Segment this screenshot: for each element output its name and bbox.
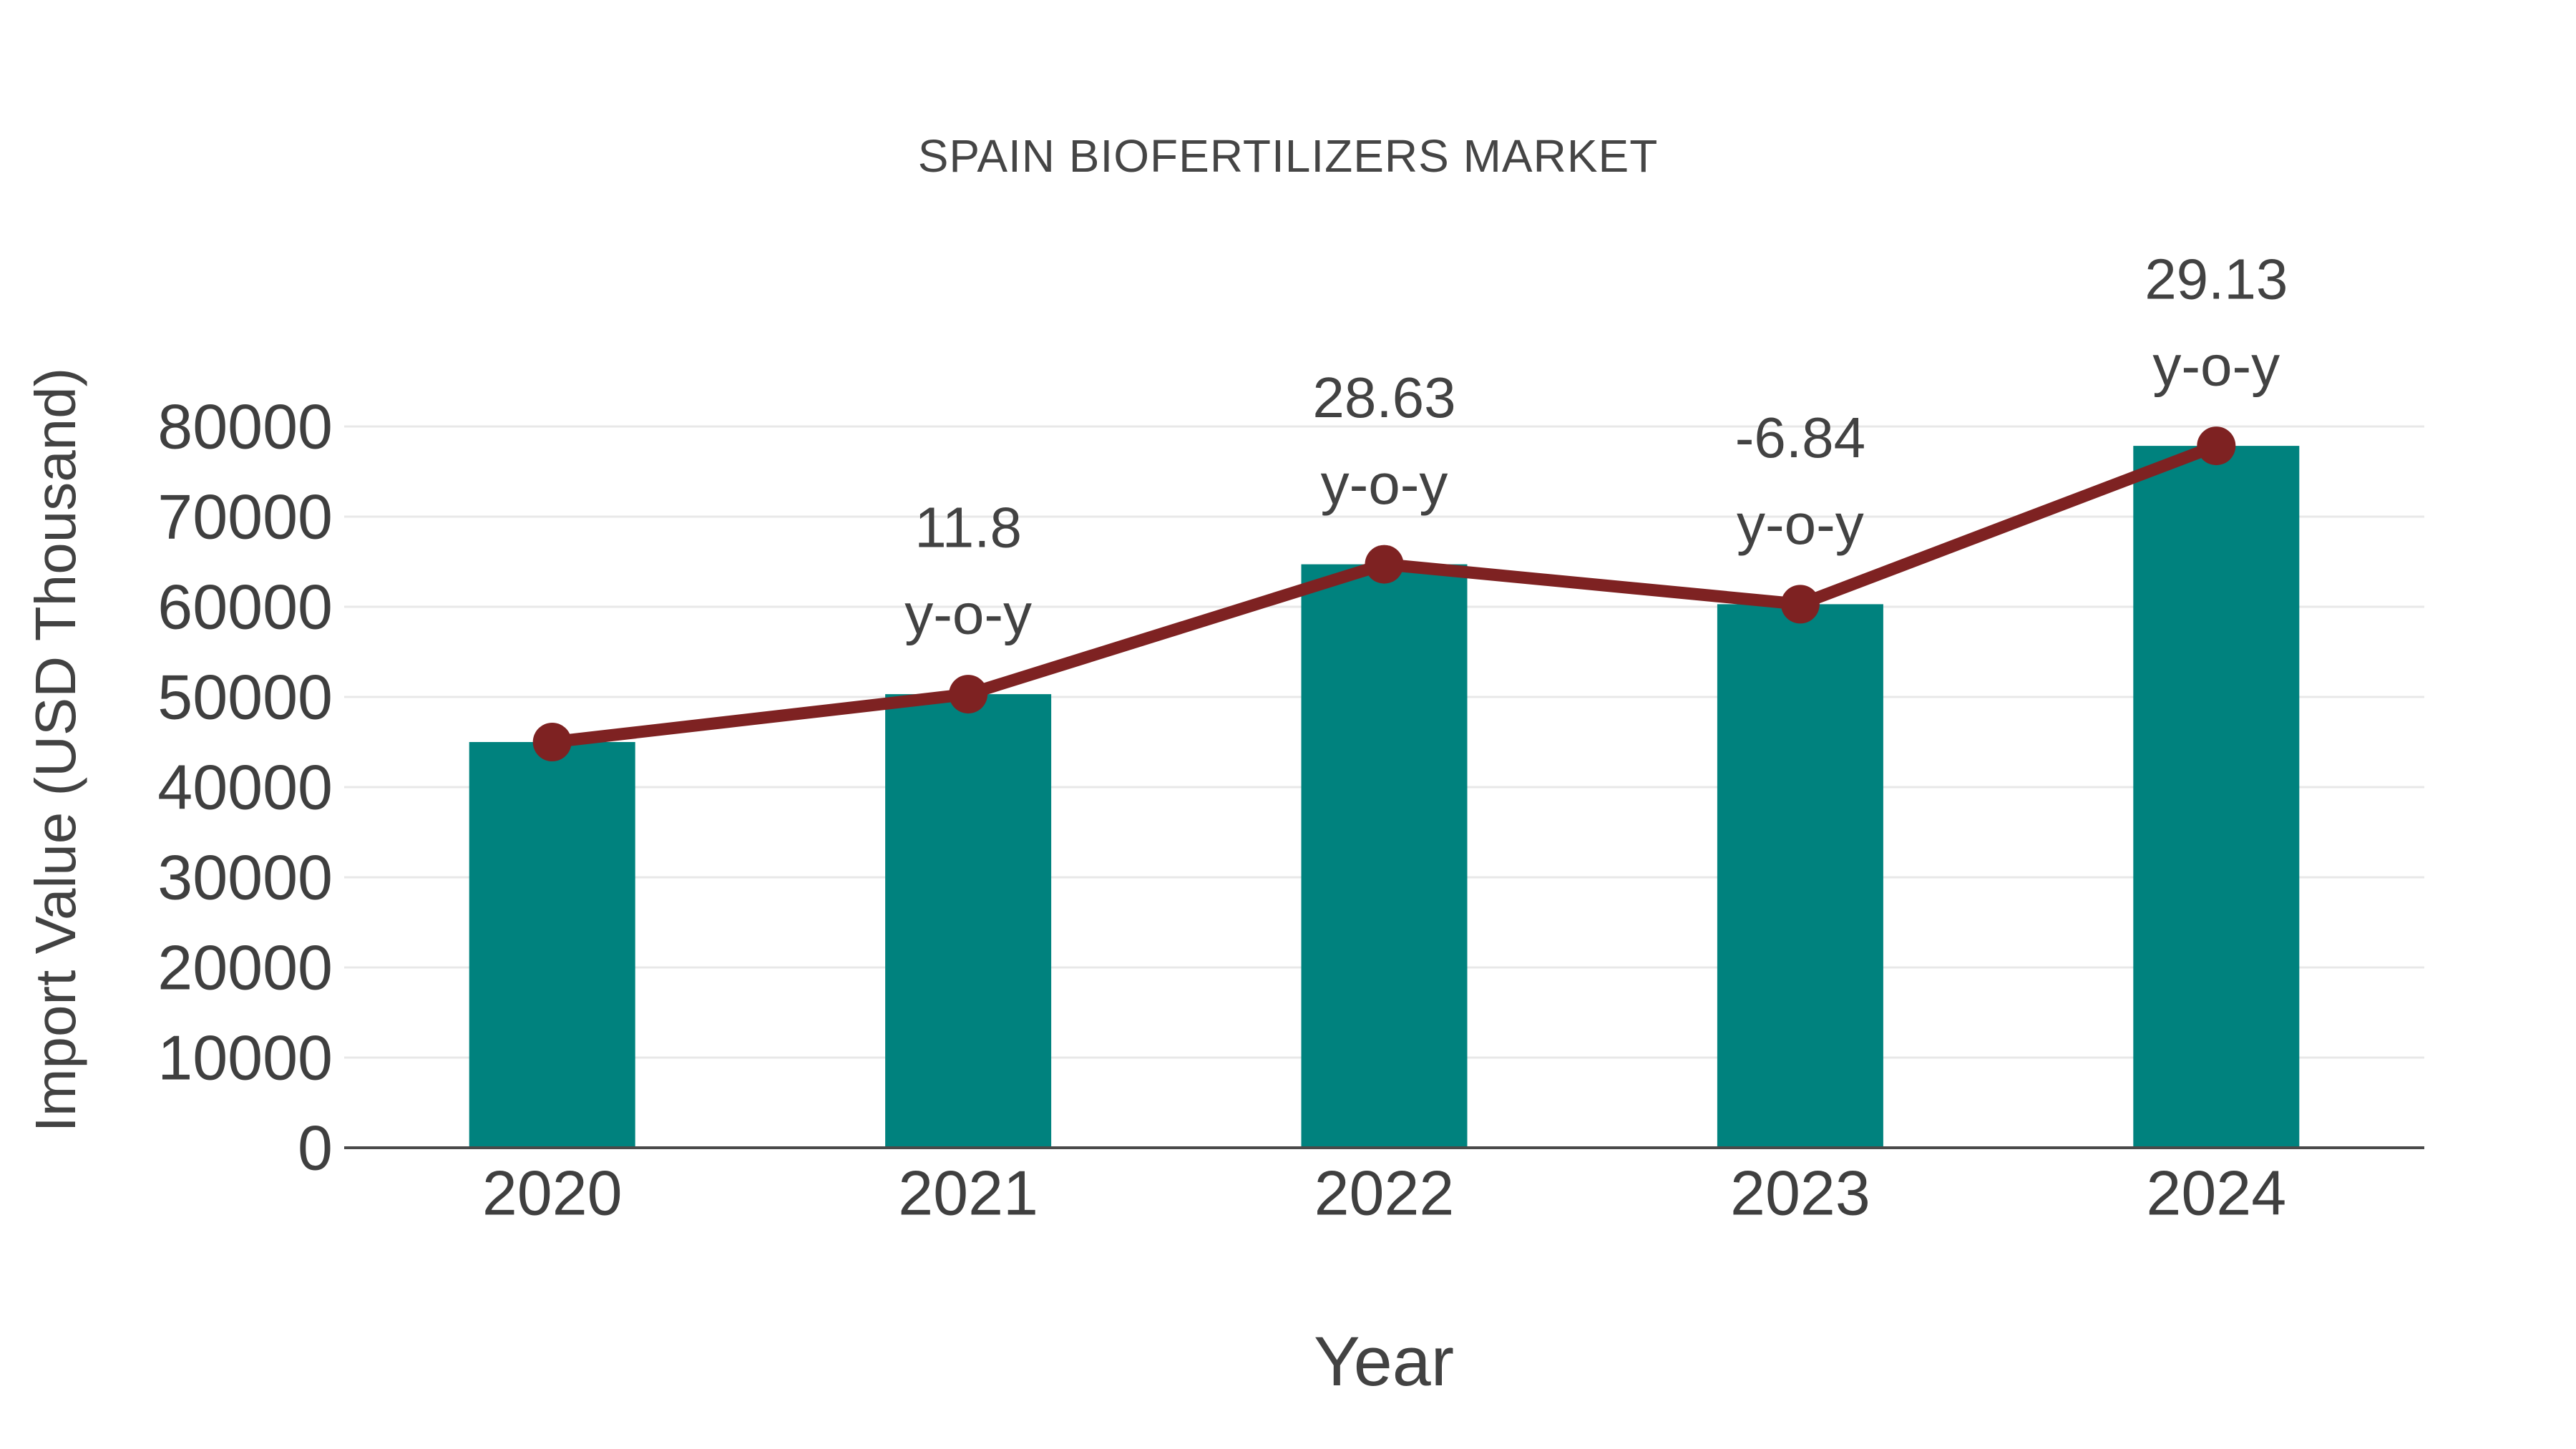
bar-2022 [1301,564,1468,1148]
x-tick-label-2020: 2020 [482,1158,623,1229]
annotation-value-2022: 28.63 [1312,366,1455,429]
line-marker-2022 [1365,545,1404,584]
y-tick-label-60000: 60000 [157,572,333,643]
y-tick-label-50000: 50000 [157,662,333,733]
x-tick-label-2024: 2024 [2146,1158,2286,1229]
annotation-value-2021: 11.8 [914,496,1022,560]
x-tick-label-2022: 2022 [1314,1158,1455,1229]
line-marker-2020 [532,723,572,761]
x-tick-label-2023: 2023 [1730,1158,1870,1229]
chart-title: SPAIN BIOFERTILIZERS MARKET [917,130,1659,182]
bar-2023 [1717,604,1883,1148]
annotation-value-2023: -6.84 [1735,406,1865,469]
bar-2021 [885,694,1052,1148]
line-marker-2024 [2197,426,2236,466]
y-tick-label-80000: 80000 [157,391,333,462]
y-tick-label-30000: 30000 [157,842,333,913]
y-tick-label-40000: 40000 [157,752,333,823]
x-axis-title: Year [1314,1322,1454,1400]
annotation-sublabel-2021: y-o-y [904,582,1032,646]
y-tick-label-10000: 10000 [157,1023,333,1093]
x-tick-label-2021: 2021 [898,1158,1038,1229]
annotation-sublabel-2024: y-o-y [2152,334,2280,398]
y-tick-label-70000: 70000 [157,482,333,552]
line-marker-2023 [1780,585,1820,624]
annotation-sublabel-2022: y-o-y [1321,452,1448,516]
annotation-value-2024: 29.13 [2145,248,2288,311]
bar-2024 [2133,446,2300,1148]
annotation-sublabel-2023: y-o-y [1737,492,1864,556]
line-marker-2021 [949,675,988,714]
y-tick-label-20000: 20000 [157,932,333,1003]
bar-2020 [469,742,635,1148]
y-tick-label-0: 0 [298,1113,333,1184]
